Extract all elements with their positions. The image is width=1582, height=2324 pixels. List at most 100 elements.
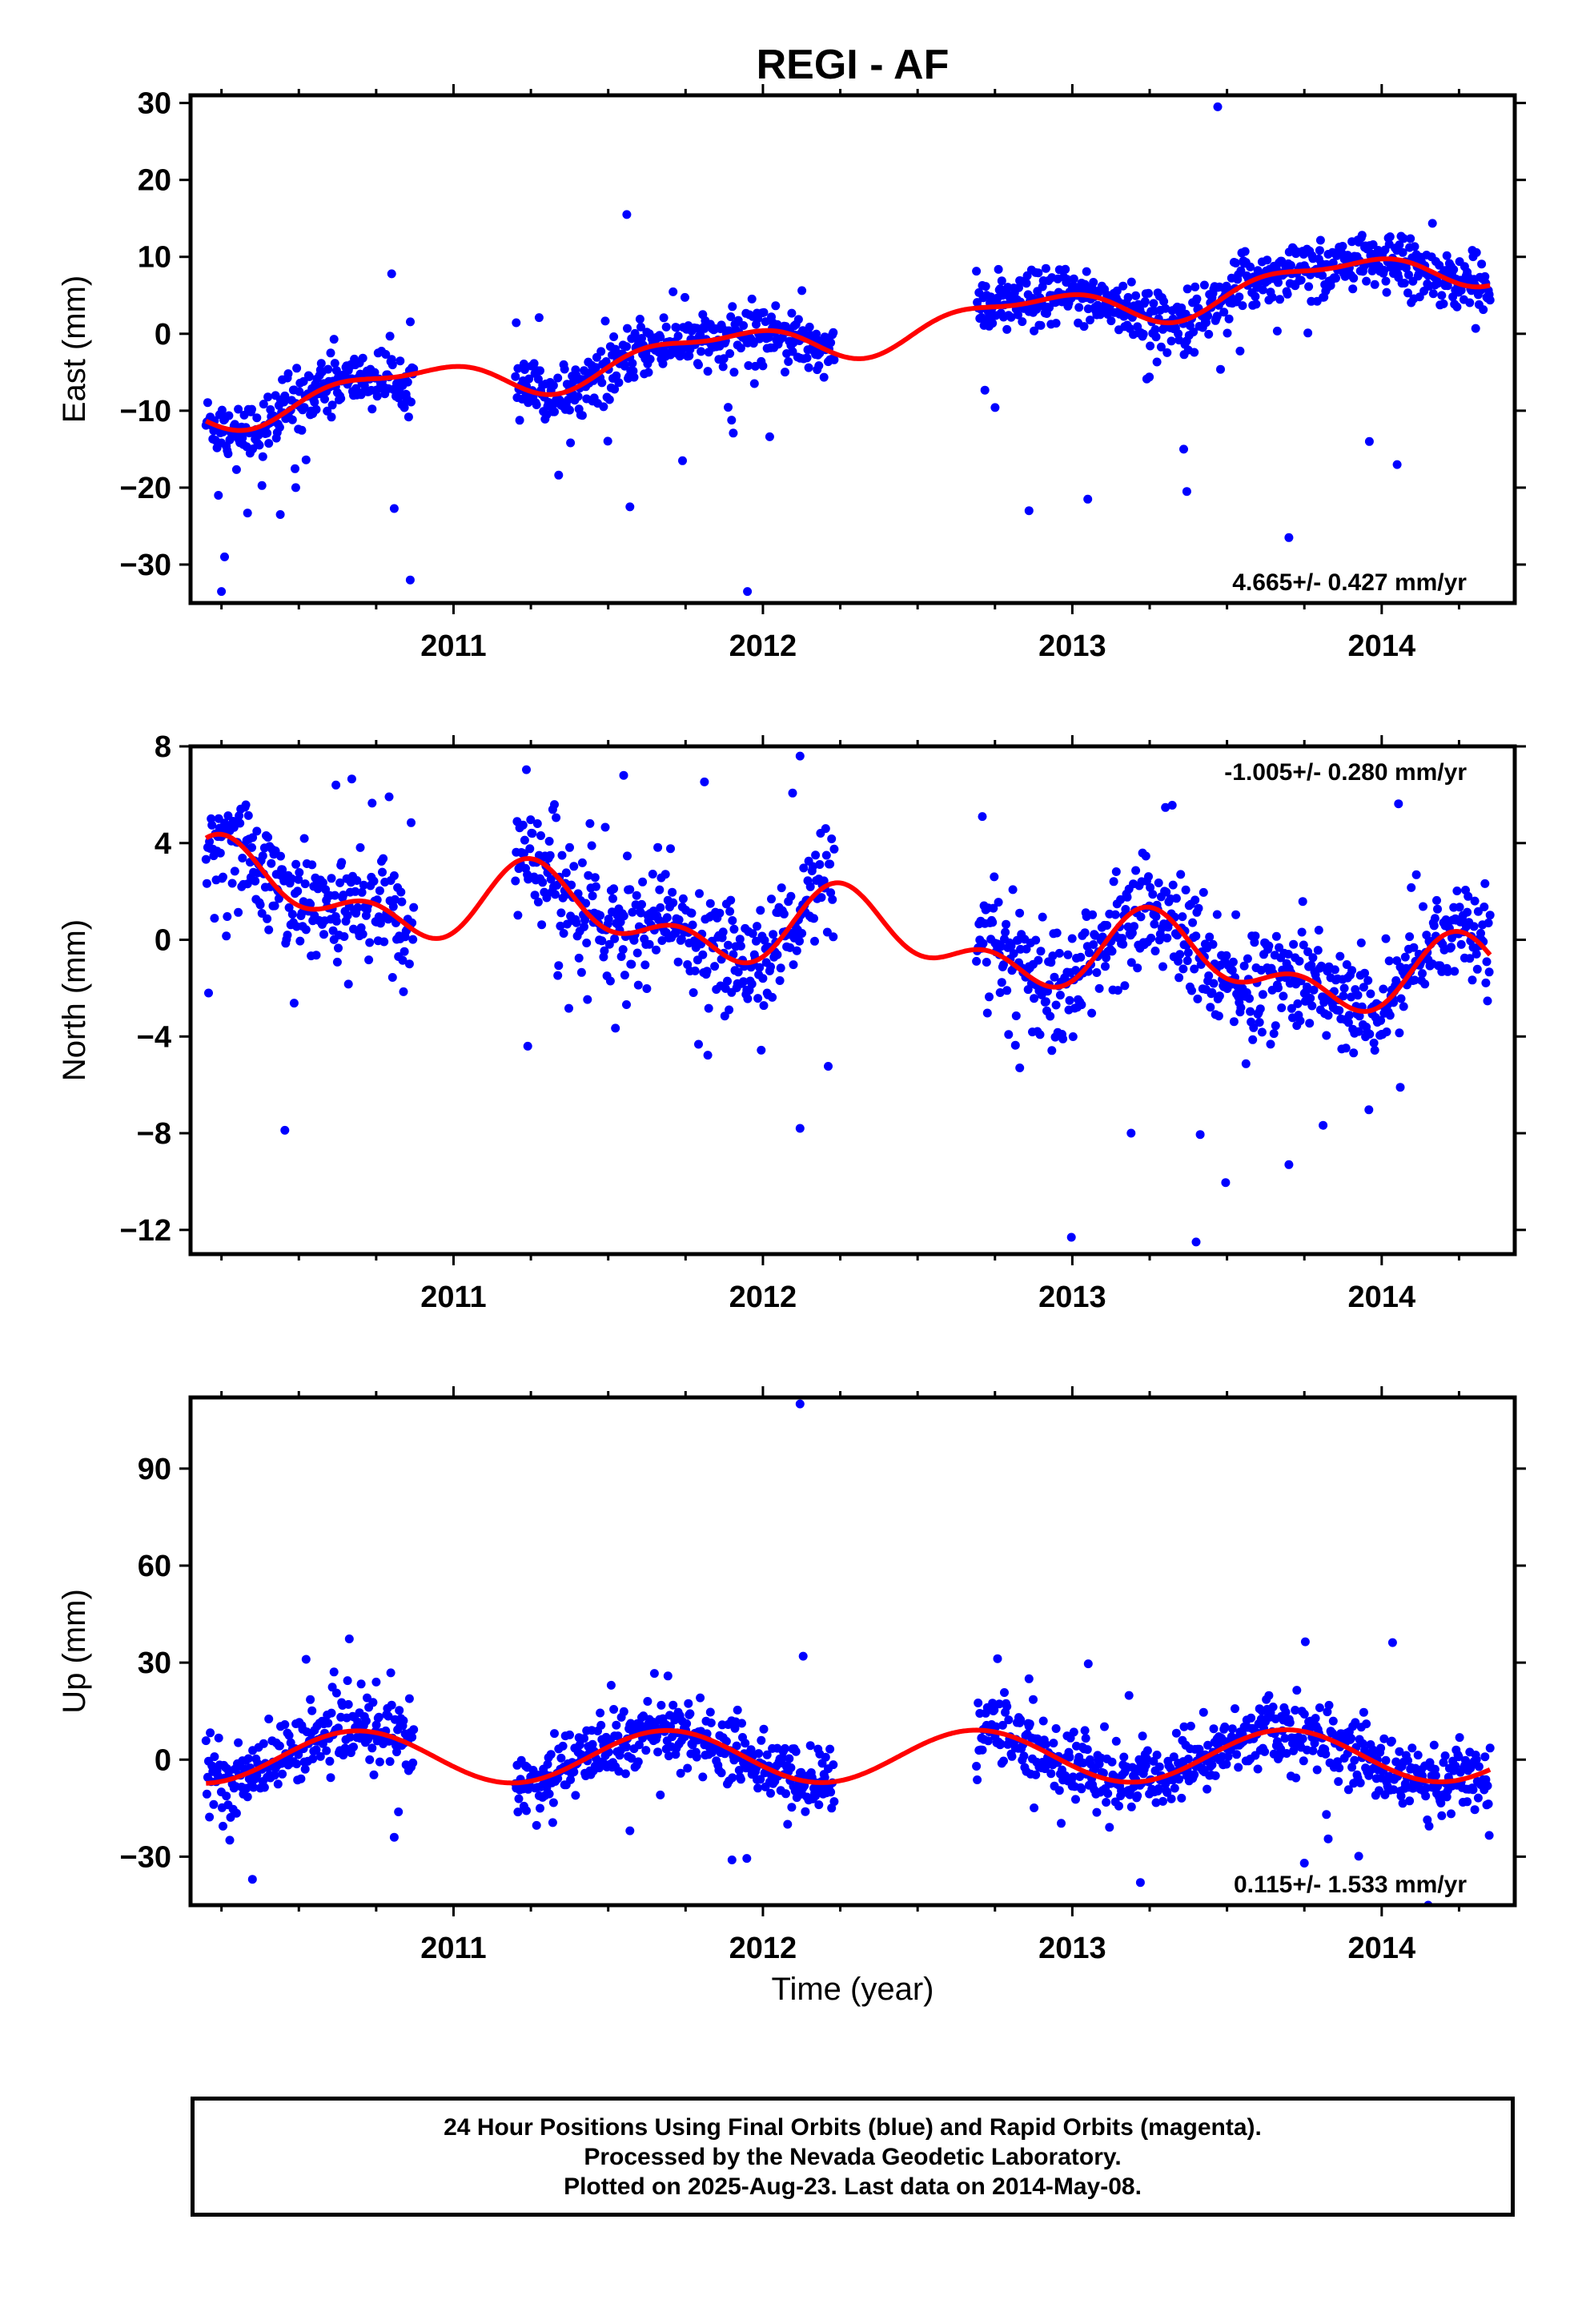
- data-point: [289, 999, 299, 1008]
- data-point: [1389, 998, 1398, 1007]
- data-point: [1381, 276, 1391, 286]
- data-point: [280, 1720, 290, 1729]
- data-point: [656, 903, 665, 912]
- data-point: [808, 862, 817, 871]
- data-point: [1046, 1011, 1055, 1021]
- data-point: [1188, 918, 1198, 927]
- data-point: [737, 1719, 746, 1728]
- data-point: [1204, 971, 1214, 980]
- data-point: [1451, 1761, 1460, 1771]
- data-point: [826, 1787, 836, 1797]
- data-point: [1174, 973, 1184, 983]
- data-point: [1007, 1751, 1017, 1761]
- data-point: [1447, 943, 1456, 952]
- data-point: [364, 955, 374, 965]
- data-point: [786, 891, 796, 901]
- data-point: [644, 939, 654, 949]
- data-point: [1456, 939, 1466, 949]
- data-point: [1191, 931, 1201, 941]
- data-point: [1274, 983, 1283, 993]
- data-point: [295, 868, 304, 877]
- data-point: [705, 1707, 715, 1717]
- data-point: [656, 332, 665, 342]
- y-tick-label: −30: [120, 1840, 171, 1874]
- data-point: [1022, 279, 1031, 288]
- data-point: [974, 1699, 983, 1707]
- x-tick-label: 2013: [1038, 1281, 1106, 1314]
- data-point: [1395, 1747, 1404, 1756]
- data-point: [802, 353, 812, 363]
- data-point: [1465, 954, 1475, 963]
- data-point: [375, 886, 384, 895]
- data-point: [404, 1694, 414, 1703]
- data-point: [1002, 1702, 1012, 1711]
- data-point: [276, 851, 285, 861]
- data-point: [635, 315, 644, 324]
- data-point: [1045, 303, 1054, 312]
- data-point: [792, 946, 801, 955]
- data-point: [572, 918, 581, 927]
- data-point: [685, 351, 694, 360]
- data-point: [329, 335, 339, 344]
- data-point: [1411, 870, 1421, 879]
- data-point: [1362, 1719, 1371, 1729]
- data-point: [1065, 1752, 1074, 1762]
- data-point: [821, 1752, 830, 1762]
- outlier-point: [217, 587, 227, 597]
- data-point: [609, 1705, 619, 1714]
- data-point: [1080, 928, 1090, 938]
- data-point: [601, 357, 611, 366]
- data-point: [653, 842, 663, 852]
- data-point: [1031, 1770, 1041, 1779]
- data-point: [1330, 965, 1339, 975]
- data-points: [201, 1399, 1495, 1905]
- data-point: [994, 264, 1003, 274]
- data-point: [728, 1773, 737, 1783]
- data-point: [1292, 1686, 1302, 1695]
- data-point: [1400, 952, 1410, 962]
- data-point: [1298, 1734, 1307, 1743]
- data-point: [612, 1720, 621, 1730]
- data-point: [1359, 1707, 1368, 1717]
- data-point: [533, 897, 543, 907]
- data-point: [799, 863, 809, 873]
- data-point: [1109, 877, 1118, 887]
- data-point: [726, 895, 736, 905]
- data-point: [363, 1693, 371, 1703]
- outlier-point: [1392, 460, 1402, 469]
- data-point: [761, 317, 770, 327]
- data-point: [296, 1774, 306, 1783]
- data-point: [264, 925, 274, 935]
- data-point: [614, 378, 624, 388]
- rate-label: 4.665+/- 0.427 mm/yr: [1232, 569, 1467, 596]
- x-tick-label: 2013: [1038, 629, 1106, 663]
- x-tick-label: 2011: [420, 1281, 486, 1314]
- data-point: [1162, 348, 1172, 357]
- data-point: [316, 359, 326, 368]
- data-point: [1269, 1029, 1279, 1039]
- data-point: [319, 930, 328, 939]
- data-point: [1162, 887, 1171, 897]
- data-point: [307, 1706, 317, 1715]
- data-point: [311, 951, 321, 960]
- data-point: [1363, 975, 1373, 985]
- data-point: [1473, 1793, 1483, 1803]
- data-point: [973, 1775, 982, 1784]
- data-point: [666, 844, 675, 854]
- data-point: [383, 645, 391, 653]
- data-point: [1318, 271, 1327, 280]
- data-point: [222, 1791, 231, 1801]
- data-point: [590, 873, 600, 883]
- data-point: [1166, 336, 1176, 346]
- data-point: [1082, 1745, 1092, 1755]
- data-point: [759, 1001, 769, 1011]
- data-point: [1264, 1691, 1274, 1700]
- data-point: [287, 910, 297, 919]
- data-point: [1004, 1030, 1014, 1039]
- data-point: [1183, 948, 1193, 958]
- data-point: [343, 979, 353, 989]
- outlier-point: [1364, 436, 1374, 446]
- data-point: [697, 347, 706, 356]
- data-point: [518, 820, 528, 830]
- data-point: [1192, 294, 1202, 304]
